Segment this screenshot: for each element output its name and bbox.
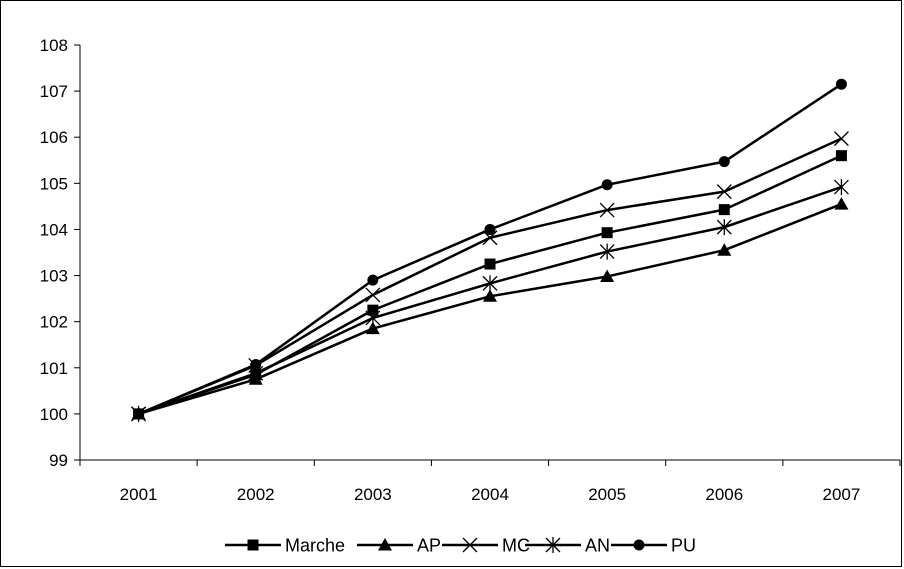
x-tick-label: 2007 <box>823 485 861 504</box>
legend: Marche AP MC AN PU <box>225 536 696 556</box>
data-point-an <box>599 243 615 260</box>
data-point-an <box>716 219 732 236</box>
y-tick-label: 105 <box>40 174 68 193</box>
legend-marker-pu <box>633 539 645 551</box>
x-tick-label: 2006 <box>705 485 743 504</box>
data-point-ap <box>483 289 497 302</box>
x-tick-label: 2001 <box>120 485 158 504</box>
data-point-marche <box>835 150 847 162</box>
data-point-pu <box>718 156 730 168</box>
y-axis-ticks: 99 100 101 102 103 104 105 106 107 108 <box>40 36 80 470</box>
legend-item-pu: PU <box>611 536 696 556</box>
legend-label-mc: MC <box>502 536 530 556</box>
x-tick-label: 2004 <box>471 485 509 504</box>
legend-marker-an <box>545 537 561 553</box>
plot-area <box>131 78 849 422</box>
data-point-ap <box>717 243 732 256</box>
legend-item-ap: AP <box>357 536 441 556</box>
legend-item-an: AN <box>525 536 610 556</box>
legend-item-mc: MC <box>442 536 530 556</box>
data-point-pu <box>601 179 613 191</box>
data-point-ap <box>600 269 615 282</box>
y-tick-label: 100 <box>40 405 68 424</box>
data-point-marche <box>718 204 730 216</box>
data-point-mc <box>716 184 732 200</box>
y-tick-label: 106 <box>40 128 68 147</box>
series-line-ap <box>138 202 842 416</box>
data-point-mc <box>482 230 498 246</box>
legend-label-an: AN <box>585 536 610 556</box>
x-tick-label: 2003 <box>354 485 392 504</box>
y-tick-label: 103 <box>40 267 68 286</box>
x-tick-label: 2005 <box>588 485 626 504</box>
legend-marker-ap <box>378 538 392 551</box>
y-tick-label: 99 <box>49 451 68 470</box>
series-an <box>131 179 849 422</box>
legend-label-pu: PU <box>671 536 696 556</box>
legend-marker-mc <box>462 537 478 553</box>
legend-marker-marche <box>247 539 259 551</box>
legend-label-marche: Marche <box>285 536 345 556</box>
data-point-an <box>365 309 381 326</box>
series-pu <box>133 78 847 420</box>
data-point-pu <box>835 78 847 90</box>
x-tick-label: 2002 <box>237 485 275 504</box>
data-point-ap <box>365 321 380 335</box>
x-axis-ticks: 2001 2002 2003 2004 2005 2006 2007 <box>79 460 901 504</box>
axes <box>79 45 900 461</box>
legend-item-marche: Marche <box>225 536 345 556</box>
data-point-pu <box>367 274 379 286</box>
y-tick-label: 108 <box>40 36 68 55</box>
data-point-pu <box>133 408 145 420</box>
data-point-marche <box>601 227 613 239</box>
data-point-an <box>833 179 849 196</box>
data-point-an <box>482 275 498 292</box>
data-point-marche <box>484 258 496 270</box>
y-tick-label: 101 <box>40 359 68 378</box>
y-tick-label: 104 <box>40 220 68 239</box>
legend-label-ap: AP <box>417 536 441 556</box>
y-tick-label: 102 <box>40 313 68 332</box>
data-point-mc <box>365 287 381 303</box>
data-point-ap <box>834 197 849 210</box>
series-line-pu <box>138 83 843 416</box>
data-point-mc <box>599 202 615 218</box>
data-point-mc <box>833 131 849 147</box>
data-point-pu <box>250 359 262 371</box>
y-tick-label: 107 <box>40 82 68 101</box>
data-point-pu <box>484 223 496 235</box>
